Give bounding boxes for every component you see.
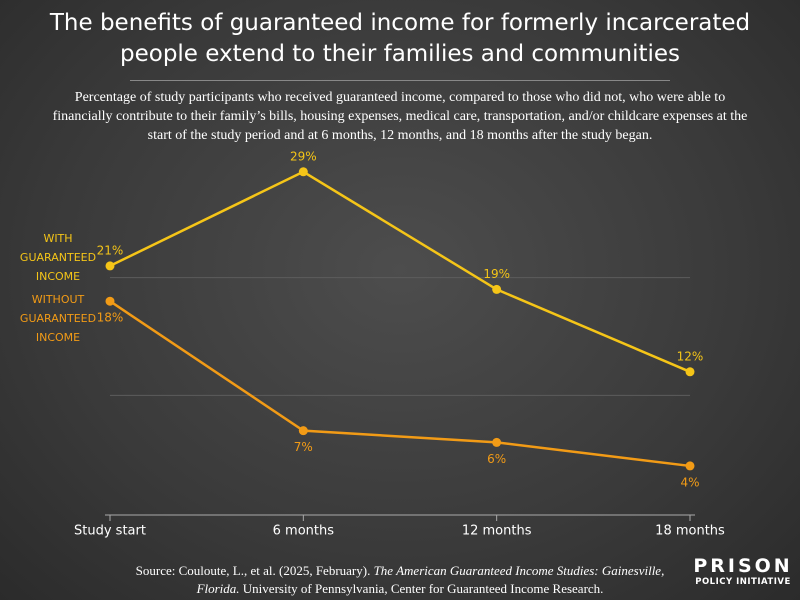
chart-subtitle: Percentage of study participants who rec…: [52, 90, 748, 143]
title-rule: [130, 80, 670, 81]
data-point: [105, 296, 115, 306]
source-title: The American Guaranteed Income Studies: …: [196, 563, 665, 596]
source-text: University of Pennsylvania, Center for G…: [239, 581, 604, 596]
legend-label: WITH GUARANTEED INCOME: [19, 232, 97, 283]
x-tick-label: 6 months: [273, 524, 335, 539]
data-label: 19%: [483, 267, 510, 281]
x-tick-label: 18 months: [655, 524, 725, 539]
data-label: 21%: [97, 243, 124, 257]
chart-title: The benefits of guaranteed income for fo…: [49, 10, 751, 67]
x-tick-label: 12 months: [462, 524, 532, 539]
source-note: Source: Couloute, L., et al. (2025, Febr…: [120, 562, 680, 598]
x-tick-label: Study start: [74, 524, 146, 539]
series-line: [109, 300, 691, 468]
data-point: [492, 437, 502, 447]
data-label: 29%: [290, 149, 317, 163]
logo: PRISON POLICY INITIATIVE: [690, 556, 796, 588]
data-label: 6%: [487, 452, 506, 466]
data-label: 18%: [97, 311, 124, 325]
data-point: [105, 261, 115, 271]
data-label: 4%: [680, 475, 699, 489]
data-point: [298, 426, 308, 436]
data-point: [685, 367, 695, 377]
logo-text: POLICY INITIATIVE: [695, 577, 791, 587]
data-point: [685, 461, 695, 471]
series-line: [109, 170, 691, 373]
data-label: 12%: [677, 349, 704, 363]
data-point: [492, 284, 502, 294]
legend-label: WITHOUT GUARANTEED INCOME: [19, 293, 97, 344]
logo-text: PRISON: [693, 555, 793, 577]
data-point: [298, 167, 308, 177]
source-text: Source: Couloute, L., et al. (2025, Febr…: [135, 563, 374, 578]
data-label: 7%: [294, 440, 313, 454]
